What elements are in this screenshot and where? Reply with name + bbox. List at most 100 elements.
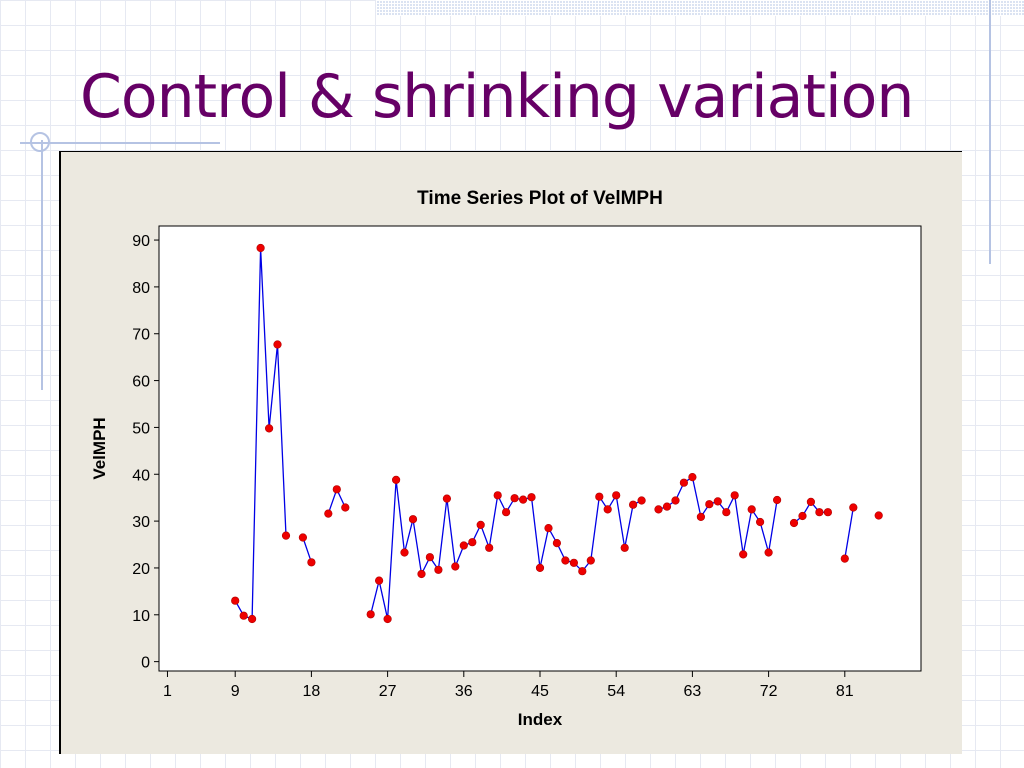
data-point bbox=[324, 509, 333, 518]
data-point bbox=[671, 496, 680, 505]
decorative-line-horizontal bbox=[20, 142, 220, 144]
data-point bbox=[552, 539, 562, 548]
data-point bbox=[662, 502, 672, 511]
chart-title: Time Series Plot of VelMPH bbox=[417, 188, 663, 209]
top-pattern-band bbox=[376, 0, 1024, 16]
data-point bbox=[425, 553, 435, 562]
data-point bbox=[815, 508, 824, 517]
data-point bbox=[544, 524, 553, 533]
x-tick-label: 9 bbox=[231, 683, 240, 700]
data-point bbox=[840, 554, 849, 563]
data-point bbox=[307, 558, 316, 567]
data-point bbox=[595, 492, 604, 501]
data-point bbox=[798, 511, 807, 521]
slide-title: Control & shrinking variation bbox=[80, 62, 914, 132]
data-point bbox=[772, 495, 782, 505]
chart-panel: Time Series Plot of VelMPH 0 10 20 30 40 50 60 7… bbox=[59, 151, 962, 754]
decorative-circle bbox=[30, 132, 50, 152]
data-point bbox=[417, 569, 426, 579]
data-point bbox=[442, 494, 452, 503]
data-point bbox=[231, 596, 240, 605]
data-point bbox=[586, 556, 595, 565]
plot-area bbox=[158, 225, 922, 672]
y-tick-label: 40 bbox=[132, 467, 150, 484]
y-tick-label: 60 bbox=[132, 374, 150, 391]
x-axis-label: Index bbox=[518, 710, 563, 729]
data-point bbox=[485, 543, 494, 552]
data-point bbox=[789, 518, 799, 528]
data-point bbox=[519, 495, 528, 504]
data-point bbox=[476, 520, 485, 530]
x-tick-label: 36 bbox=[455, 683, 473, 700]
data-point bbox=[248, 614, 257, 624]
data-point bbox=[603, 505, 612, 514]
data-point bbox=[459, 541, 468, 550]
data-point bbox=[637, 496, 646, 505]
data-point bbox=[510, 494, 519, 503]
data-point bbox=[502, 508, 511, 517]
x-tick-label: 1 bbox=[163, 683, 172, 700]
data-point bbox=[764, 548, 773, 557]
data-point bbox=[679, 478, 689, 487]
data-point bbox=[755, 517, 765, 527]
data-point bbox=[730, 491, 739, 500]
x-tick-label: 63 bbox=[684, 683, 702, 700]
data-point bbox=[874, 511, 883, 520]
data-point bbox=[375, 576, 384, 585]
data-point bbox=[823, 508, 833, 517]
data-point bbox=[705, 500, 714, 509]
data-point bbox=[561, 556, 570, 565]
decorative-line-left bbox=[41, 140, 43, 390]
data-point bbox=[713, 497, 722, 506]
data-point bbox=[281, 531, 291, 540]
x-tick-label: 72 bbox=[760, 683, 778, 700]
data-point bbox=[434, 565, 443, 574]
y-tick-label: 90 bbox=[132, 233, 150, 250]
data-point bbox=[298, 533, 307, 542]
data-point bbox=[747, 505, 756, 514]
data-point bbox=[408, 515, 418, 524]
x-tick-label: 81 bbox=[836, 683, 854, 700]
x-tick-label: 45 bbox=[531, 683, 549, 700]
data-point bbox=[341, 503, 350, 512]
data-point bbox=[392, 475, 401, 485]
data-point bbox=[688, 473, 697, 482]
data-point bbox=[239, 611, 248, 620]
data-point bbox=[383, 614, 392, 624]
data-point bbox=[620, 543, 629, 552]
y-tick-label: 0 bbox=[141, 655, 150, 672]
data-point bbox=[493, 491, 502, 500]
y-tick-label: 30 bbox=[132, 514, 150, 531]
y-tick-label: 20 bbox=[132, 561, 150, 578]
data-point bbox=[696, 512, 706, 522]
y-tick-label: 80 bbox=[132, 280, 150, 297]
data-point bbox=[468, 538, 477, 547]
data-point bbox=[400, 548, 409, 557]
data-point bbox=[849, 503, 858, 512]
data-point bbox=[265, 424, 274, 433]
data-point bbox=[527, 493, 536, 502]
data-point bbox=[578, 567, 587, 576]
y-axis-label: VelMPH bbox=[90, 417, 109, 479]
x-tick-label: 27 bbox=[379, 683, 397, 700]
data-point bbox=[739, 550, 748, 559]
data-point bbox=[628, 500, 638, 509]
time-series-chart: Time Series Plot of VelMPH 0 10 20 30 40 50 60 7… bbox=[90, 188, 922, 729]
x-tick-label: 18 bbox=[303, 683, 321, 700]
y-tick-label: 70 bbox=[132, 327, 150, 344]
data-point bbox=[806, 497, 816, 507]
data-point bbox=[722, 508, 731, 517]
y-tick-label: 10 bbox=[132, 608, 150, 625]
data-point bbox=[451, 562, 460, 571]
data-point bbox=[654, 505, 663, 514]
data-point bbox=[612, 491, 621, 500]
data-point bbox=[535, 563, 545, 573]
decorative-line-right bbox=[989, 0, 991, 264]
data-point bbox=[366, 610, 375, 619]
data-point bbox=[273, 340, 282, 349]
y-tick-label: 50 bbox=[132, 420, 150, 437]
data-point bbox=[332, 485, 341, 494]
data-point bbox=[569, 558, 579, 567]
data-point bbox=[256, 243, 265, 253]
x-tick-label: 54 bbox=[607, 683, 625, 700]
